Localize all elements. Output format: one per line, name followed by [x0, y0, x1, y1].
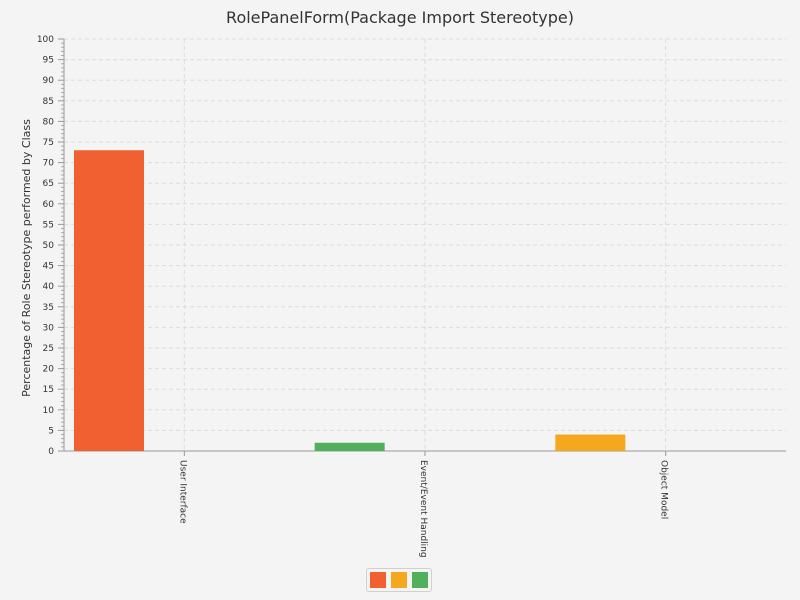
- bar: [314, 442, 385, 451]
- x-tick-label: User Interface: [177, 460, 187, 524]
- chart-title: RolePanelForm(Package Import Stereotype): [226, 8, 574, 27]
- legend-swatch: [370, 572, 386, 588]
- bar: [555, 434, 626, 451]
- legend: [366, 568, 432, 592]
- legend-swatch: [391, 572, 407, 588]
- x-tick-label: Event/Event Handling: [418, 460, 428, 558]
- y-tick-label: 85: [43, 97, 54, 107]
- y-tick-label: 65: [43, 179, 54, 189]
- y-tick-label: 30: [43, 323, 55, 333]
- y-tick-label: 0: [48, 447, 54, 457]
- y-tick-label: 15: [43, 385, 54, 395]
- y-tick-label: 75: [43, 138, 54, 148]
- x-tick-label: Object Model: [659, 460, 669, 519]
- y-tick-label: 20: [43, 365, 55, 375]
- y-tick-label: 70: [43, 159, 55, 169]
- y-tick-label: 50: [43, 241, 55, 251]
- y-tick-label: 40: [43, 282, 55, 292]
- y-tick-label: 35: [43, 303, 54, 313]
- y-tick-label: 90: [43, 76, 55, 86]
- y-tick-label: 80: [43, 117, 55, 127]
- axis-layer: [58, 38, 786, 456]
- y-tick-label: 5: [48, 426, 54, 436]
- y-tick-label: 60: [43, 200, 55, 210]
- y-tick-label: 10: [43, 406, 55, 416]
- bar-layer: [74, 150, 626, 452]
- label-layer: 0 5 10 15 20 25 30 35 40 45 50 55 60 65 70 75 80 85 90 95 10…: [37, 35, 669, 558]
- y-axis-title: Percentage of Role Stereotype performed …: [20, 119, 33, 397]
- bar: [74, 150, 144, 452]
- y-tick-label: 100: [37, 35, 54, 45]
- y-tick-label: 25: [43, 344, 54, 354]
- y-tick-label: 55: [43, 220, 54, 230]
- y-tick-label: 95: [43, 56, 54, 66]
- y-tick-label: 45: [43, 262, 54, 272]
- grid-layer: [64, 38, 786, 451]
- legend-swatch: [412, 572, 428, 588]
